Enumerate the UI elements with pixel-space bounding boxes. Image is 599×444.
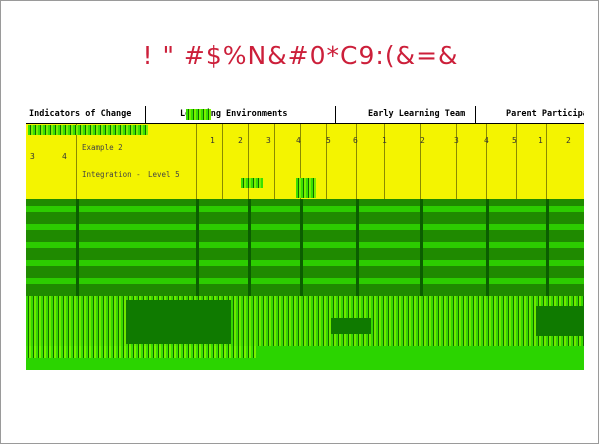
header-learning-environments: Learning Environments: [146, 106, 336, 123]
column-number: 6: [353, 136, 358, 145]
column-divider: [356, 199, 359, 299]
column-divider: [326, 124, 327, 199]
integration-label: Integration -: [82, 170, 141, 179]
column-number: 2: [238, 136, 243, 145]
level-label: Level 5: [148, 170, 180, 179]
column-number: 3: [454, 136, 459, 145]
column-divider: [196, 199, 199, 299]
cell-noise: [241, 178, 263, 188]
column-divider: [274, 124, 275, 199]
dark-block: [536, 306, 584, 336]
header-early-learning-team: Early Learning Team: [336, 106, 476, 123]
example-label: Example 2: [82, 143, 123, 152]
cell-noise: [296, 178, 316, 198]
column-number: 1: [538, 136, 543, 145]
column-divider: [196, 124, 197, 199]
indicators-table: Indicators of Change Learning Environmen…: [26, 106, 584, 370]
header-graphic-noise: [28, 125, 148, 135]
header-graphic-noise: [186, 109, 211, 120]
column-divider: [76, 199, 79, 299]
column-divider: [420, 199, 423, 299]
column-divider: [456, 124, 457, 199]
table-header-row: Indicators of Change Learning Environmen…: [26, 106, 584, 124]
column-divider: [300, 199, 303, 299]
body-noise: [26, 296, 584, 346]
column-divider: [546, 124, 547, 199]
table-row-stripe: [26, 278, 584, 284]
table-row-stripe: [26, 224, 584, 230]
column-divider: [248, 124, 249, 199]
column-divider: [486, 199, 489, 299]
header-parent-participation: Parent Participati: [506, 109, 584, 119]
column-number: 1: [210, 136, 215, 145]
column-divider: [420, 124, 421, 199]
row-number: 4: [62, 152, 67, 161]
column-number: 2: [420, 136, 425, 145]
row-number: 3: [30, 152, 35, 161]
slide-title: ! " #$%N&#0*C9:(&=&: [142, 41, 459, 70]
column-divider: [76, 124, 77, 199]
column-number: 4: [484, 136, 489, 145]
column-divider: [384, 124, 385, 199]
column-number: 4: [296, 136, 301, 145]
table-row-stripe: [26, 206, 584, 212]
column-number: 1: [382, 136, 387, 145]
dark-block: [126, 300, 231, 344]
column-divider: [356, 124, 357, 199]
column-number: 5: [326, 136, 331, 145]
column-divider: [516, 124, 517, 199]
column-divider: [300, 124, 301, 199]
column-number: 5: [512, 136, 517, 145]
column-number: 3: [266, 136, 271, 145]
column-divider: [486, 124, 487, 199]
table-row-stripe: [26, 260, 584, 266]
header-indicators-of-change: Indicators of Change: [26, 106, 146, 123]
column-divider: [248, 199, 251, 299]
column-divider: [546, 199, 549, 299]
table-row-stripe: [26, 242, 584, 248]
column-number: 2: [566, 136, 571, 145]
dark-block: [331, 318, 371, 334]
column-divider: [222, 124, 223, 199]
body-noise: [26, 346, 256, 358]
